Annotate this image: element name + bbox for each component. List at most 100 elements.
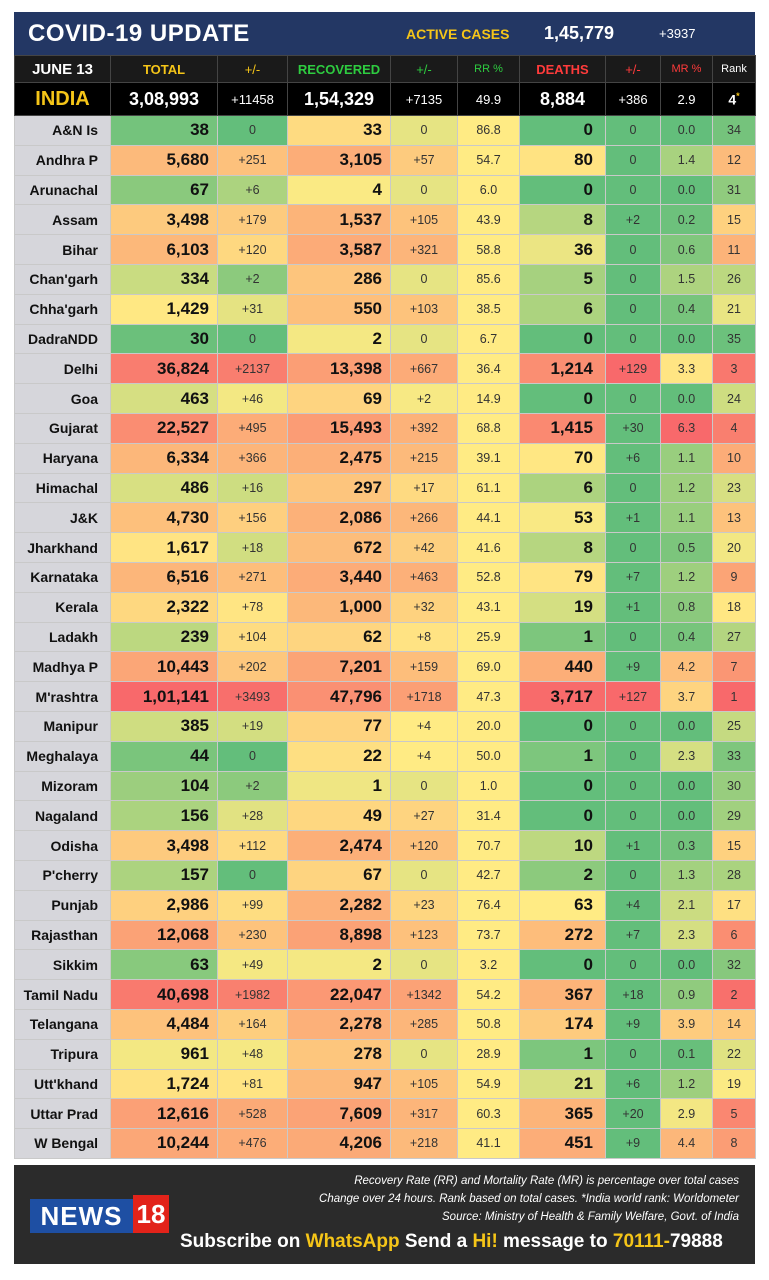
total-delta-cell: +164 [217,1008,288,1040]
deaths-cell: 0 [519,710,606,742]
mr-cell: 1.1 [660,442,713,474]
table-row: Andhra P 5,680 +251 3,105 +57 54.7 80 0 1.4 12 [14,144,756,176]
mr-cell: 1.3 [660,859,713,891]
rr-cell: 43.9 [457,204,520,236]
rr-cell: 28.9 [457,1038,520,1070]
rr-cell: 6.0 [457,174,520,206]
mr-cell: 0.2 [660,204,713,236]
table-row: Himachal 486 +16 297 +17 61.1 6 0 1.2 23 [14,472,756,504]
recovered-delta-cell: +215 [390,442,458,474]
mr-cell: 4.2 [660,651,713,683]
table-row: Utt'khand 1,724 +81 947 +105 54.9 21 +6 1.2 19 [14,1068,756,1100]
deaths-cell: 174 [519,1008,606,1040]
total-cell: 40,698 [110,979,218,1010]
india-recovered: 1,54,329 [287,82,391,116]
rank-cell: 29 [712,800,756,832]
table-row: DadraNDD 30 0 2 0 6.7 0 0 0.0 35 [14,323,756,355]
recovered-cell: 22,047 [287,979,391,1010]
rr-cell: 85.6 [457,263,520,295]
recovered-cell: 3,440 [287,561,391,593]
active-cases-label: ACTIVE CASES [406,26,510,42]
total-delta-cell: +6 [217,174,288,206]
total-delta-cell: +3493 [217,681,288,712]
total-delta-cell: +104 [217,621,288,653]
deaths-cell: 0 [519,770,606,802]
mr-cell: 1.5 [660,263,713,295]
total-delta-cell: +120 [217,234,288,265]
recovered-cell: 947 [287,1068,391,1100]
table-row: M'rashtra 1,01,141 +3493 47,796 +1718 47.3 3,7… [14,681,756,712]
deaths-delta-cell: 0 [605,532,661,563]
state-name: Kerala [14,591,111,623]
deaths-cell: 70 [519,442,606,474]
recovered-cell: 297 [287,472,391,504]
total-cell: 2,322 [110,591,218,623]
total-delta-cell: +202 [217,651,288,683]
recovered-cell: 2 [287,949,391,981]
rr-cell: 31.4 [457,800,520,832]
deaths-delta-cell: 0 [605,234,661,265]
total-cell: 6,334 [110,442,218,474]
table-row: A&N Is 38 0 33 0 86.8 0 0 0.0 34 [14,115,756,146]
state-name: Gujarat [14,412,111,444]
table-row: Odisha 3,498 +112 2,474 +120 70.7 10 +1 0.3 15 [14,830,756,861]
state-name: Tamil Nadu [14,979,111,1010]
table-row: Tripura 961 +48 278 0 28.9 1 0 0.1 22 [14,1038,756,1070]
recovered-delta-cell: +4 [390,740,458,772]
table-row: Ladakh 239 +104 62 +8 25.9 1 0 0.4 27 [14,621,756,653]
recovered-cell: 550 [287,293,391,325]
table-row: P'cherry 157 0 67 0 42.7 2 0 1.3 28 [14,859,756,891]
total-cell: 67 [110,174,218,206]
state-name: Madhya P [14,651,111,683]
rr-cell: 44.1 [457,502,520,534]
state-name: Uttar Prad [14,1098,111,1130]
state-name: Manipur [14,710,111,742]
deaths-delta-cell: 0 [605,859,661,891]
table-row: Kerala 2,322 +78 1,000 +32 43.1 19 +1 0.8 18 [14,591,756,623]
mr-cell: 1.1 [660,502,713,534]
recovered-delta-cell: 0 [390,859,458,891]
total-cell: 486 [110,472,218,504]
whatsapp-number-part1: 70111- [612,1231,670,1252]
recovered-delta-cell: +27 [390,800,458,832]
deaths-cell: 272 [519,919,606,951]
total-cell: 1,01,141 [110,681,218,712]
recovered-delta-cell: +42 [390,532,458,563]
state-name: A&N Is [14,115,111,146]
mr-cell: 2.3 [660,740,713,772]
deaths-cell: 2 [519,859,606,891]
deaths-delta-header: +/- [605,55,661,83]
mr-header: MR % [660,55,713,83]
deaths-cell: 53 [519,502,606,534]
subscribe-message: Subscribe on WhatsApp Send a Hi! message… [180,1231,723,1253]
rank-cell: 25 [712,710,756,742]
mr-cell: 3.3 [660,353,713,385]
rank-cell: 4 [712,412,756,444]
rank-cell: 7 [712,651,756,683]
deaths-delta-cell: +9 [605,651,661,683]
total-cell: 1,429 [110,293,218,325]
table-row: Tamil Nadu 40,698 +1982 22,047 +1342 54.2 367 +… [14,979,756,1010]
deaths-cell: 1,415 [519,412,606,444]
recovered-cell: 2,474 [287,830,391,861]
recovered-cell: 67 [287,859,391,891]
deaths-delta-cell: 0 [605,740,661,772]
table-row: W Bengal 10,244 +476 4,206 +218 41.1 451 +9 4.4 8 [14,1128,756,1159]
total-cell: 12,616 [110,1098,218,1130]
total-delta-cell: +2137 [217,353,288,385]
table-row: Nagaland 156 +28 49 +27 31.4 0 0 0.0 29 [14,800,756,832]
rr-cell: 54.2 [457,979,520,1010]
table-row: Manipur 385 +19 77 +4 20.0 0 0 0.0 25 [14,710,756,742]
deaths-delta-cell: 0 [605,263,661,295]
rank-cell: 34 [712,115,756,146]
india-mr: 2.9 [660,82,713,116]
rank-cell: 32 [712,949,756,981]
total-delta-cell: +31 [217,293,288,325]
total-cell: 44 [110,740,218,772]
rank-cell: 17 [712,889,756,921]
deaths-cell: 0 [519,174,606,206]
footer: Recovery Rate (RR) and Mortality Rate (M… [14,1165,755,1264]
table-row: Assam 3,498 +179 1,537 +105 43.9 8 +2 0.2 15 [14,204,756,236]
total-cell: 22,527 [110,412,218,444]
deaths-cell: 365 [519,1098,606,1130]
